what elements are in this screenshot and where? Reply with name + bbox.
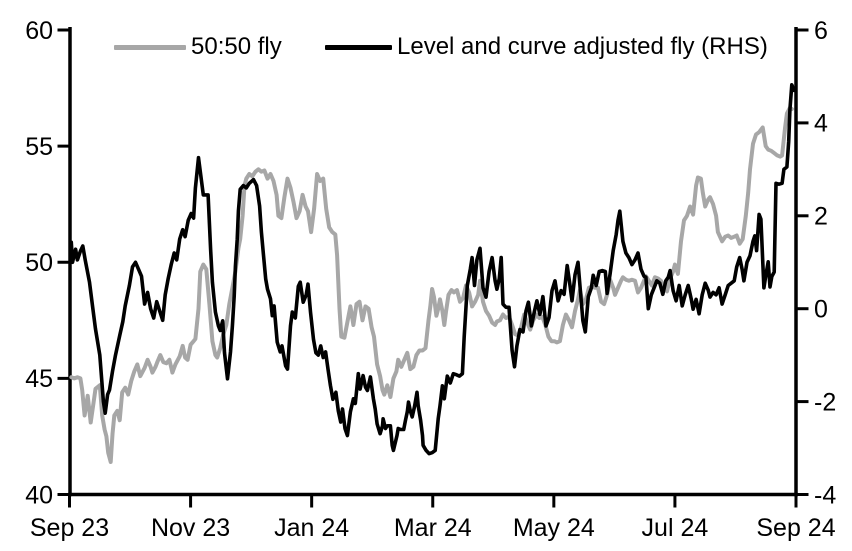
y-axis-left-tick-label: 45 bbox=[25, 365, 53, 393]
x-axis-tick-label: Sep 24 bbox=[756, 514, 835, 542]
y-axis-right-tick-label: 0 bbox=[814, 295, 828, 323]
x-axis-tick-label: Mar 24 bbox=[394, 514, 472, 542]
y-axis-right-tick-label: -2 bbox=[814, 388, 836, 416]
series-line-adjusted-fly bbox=[69, 83, 797, 456]
y-axis-left-tick-label: 60 bbox=[25, 17, 53, 45]
x-axis-tick-label: May 24 bbox=[513, 514, 595, 542]
y-axis-right-tick-label: 6 bbox=[814, 17, 828, 45]
y-axis-left-tick-label: 55 bbox=[25, 133, 53, 161]
y-axis-left-tick-label: 40 bbox=[25, 481, 53, 509]
x-axis-tick-label: Jul 24 bbox=[642, 514, 709, 542]
x-axis-tick-label: Nov 23 bbox=[151, 514, 230, 542]
series-line-5050-fly bbox=[69, 105, 794, 464]
y-axis-right-tick-label: -4 bbox=[814, 481, 836, 509]
y-axis-right-tick-label: 4 bbox=[814, 110, 828, 138]
x-axis-tick-label: Sep 23 bbox=[30, 514, 109, 542]
x-axis-tick-label: Jan 24 bbox=[274, 514, 349, 542]
y-axis-right-tick-label: 2 bbox=[814, 203, 828, 231]
y-axis-left-tick-label: 50 bbox=[25, 249, 53, 277]
